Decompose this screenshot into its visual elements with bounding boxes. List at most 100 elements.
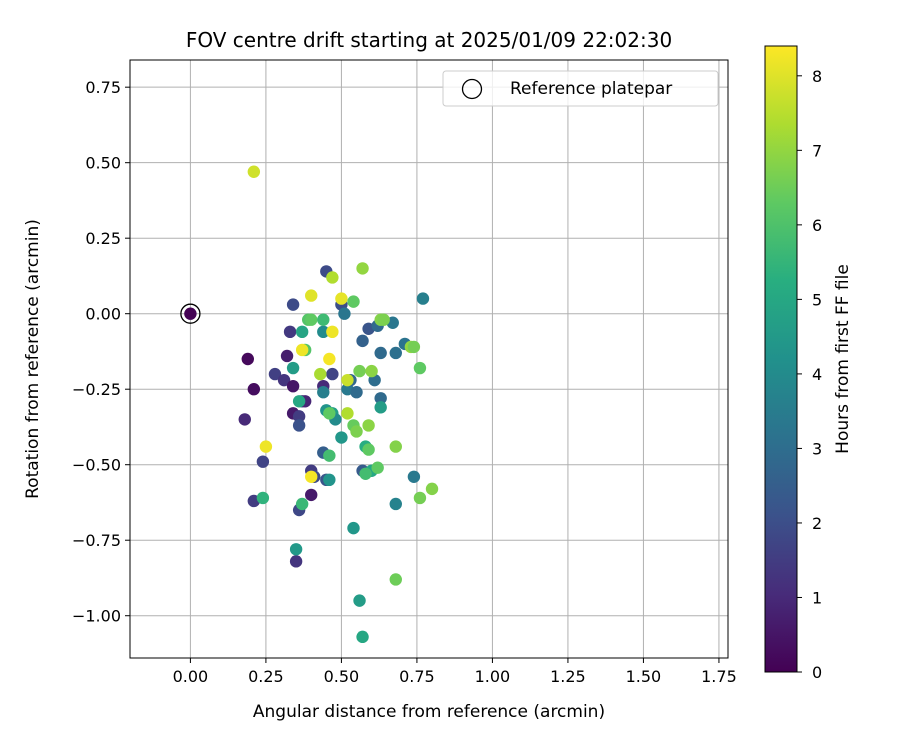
data-point [289,555,303,568]
data-point [413,491,427,505]
x-tick-label: 0.75 [399,667,435,686]
data-point [305,313,318,326]
data-point [338,307,351,320]
data-point [377,313,390,326]
data-point [317,386,330,399]
data-point [407,470,421,483]
colorbar-tick-label: 7 [812,141,822,160]
reference-platepar-marker [180,303,201,324]
data-point [389,497,402,511]
data-point [362,443,375,456]
colorbar-tick-label: 5 [812,290,822,309]
data-point [335,292,348,305]
data-point [350,425,363,438]
data-point [323,352,336,366]
data-point [323,473,336,487]
x-tick-label: 0.50 [324,667,360,686]
data-point [256,491,270,505]
data-point [323,407,336,420]
data-point [356,262,369,275]
data-point [292,395,306,408]
data-point [350,386,363,399]
grid [130,60,728,658]
data-point [259,440,273,453]
data-point [416,292,430,305]
colorbar-tick-label: 8 [812,67,822,86]
y-axis-ticks: 0.75 0.50 0.25 0.00 −0.25 −0.50 −0.75 −1.00 [72,78,130,626]
data-point [292,410,306,423]
data-point [326,271,339,284]
data-point [389,346,402,360]
legend-marker-reference [461,78,483,100]
y-tick-label: −0.50 [72,456,121,475]
data-point [256,455,270,468]
data-point [326,367,339,381]
x-tick-label: 0.00 [173,667,209,686]
colorbar: 0 1 2 3 4 5 6 7 8 Hours from first FF file [764,45,853,682]
x-tick-label: 0.25 [248,667,284,686]
x-axis-label: Angular distance from reference (arcmin) [253,702,605,722]
colorbar-tick-label: 2 [812,514,822,533]
data-point [305,470,318,483]
data-point [374,346,387,360]
y-tick-label: 0.50 [85,154,121,173]
legend-box [442,70,719,107]
data-point [283,325,297,339]
data-point [356,334,369,348]
data-point [341,373,354,387]
legend: Reference platepar [442,70,719,107]
legend-label-reference: Reference platepar [510,79,672,99]
data-point [323,449,336,462]
chart-title: FOV centre drift starting at 2025/01/09 … [186,28,672,52]
data-point [289,543,303,556]
scatter-points [180,165,439,644]
data-point [362,419,375,432]
data-point [374,392,387,405]
data-point [286,298,300,311]
data-point [277,373,291,387]
colorbar-tick-label: 1 [812,588,822,607]
colorbar-tick-label: 4 [812,365,822,384]
data-point [317,325,330,339]
data-point [365,364,378,378]
data-point [268,367,282,381]
y-tick-label: −1.00 [72,607,121,626]
data-point [247,165,261,178]
colorbar-tick-label: 3 [812,439,822,458]
y-tick-label: −0.25 [72,380,121,399]
x-tick-label: 1.00 [475,667,511,686]
data-point [184,307,197,320]
y-tick-label: 0.00 [85,305,121,324]
y-tick-label: 0.75 [85,78,121,97]
x-axis-ticks: 0.00 0.25 0.50 0.75 1.00 1.25 1.50 1.75 [173,658,737,686]
data-point [241,352,254,366]
data-point [374,401,387,414]
data-point [292,419,306,432]
colorbar-tick-label: 0 [812,663,822,682]
data-point [425,482,439,496]
plot-frame [129,59,729,659]
data-point [356,630,369,644]
x-tick-label: 1.25 [550,667,586,686]
colorbar-gradient [764,45,798,673]
data-point [295,325,309,339]
data-point [389,440,402,453]
data-point [286,379,300,393]
y-tick-label: −0.75 [72,531,121,550]
data-point [295,497,309,511]
colorbar-label: Hours from first FF file [833,264,853,454]
data-point [335,431,348,444]
data-point [359,467,372,480]
data-point [353,364,366,378]
data-point [317,313,330,326]
colorbar-ticks: 0 1 2 3 4 5 6 7 8 [797,67,822,682]
y-axis-label: Rotation from reference (arcmin) [23,219,43,499]
data-point [326,325,339,339]
y-tick-label: 0.25 [85,229,121,248]
x-tick-label: 1.75 [701,667,737,686]
data-point [238,413,251,426]
data-point [314,367,327,381]
data-point [286,361,300,375]
data-point [353,594,366,607]
